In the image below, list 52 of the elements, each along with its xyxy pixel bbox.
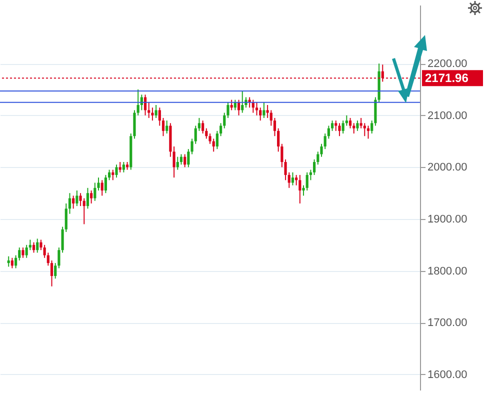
y-tick-label: 1700.00 (428, 317, 468, 330)
candlestick (230, 99, 233, 111)
candlestick (330, 120, 334, 132)
candlestick (212, 138, 215, 152)
y-tick-label: 2100.00 (428, 110, 468, 122)
candlestick (10, 257, 14, 269)
candlestick (118, 162, 122, 173)
candlestick (298, 174, 302, 204)
candlestick (202, 120, 204, 134)
ref-line-label: 2171.96 (425, 71, 469, 86)
candlestick (241, 90, 244, 114)
candlestick (112, 169, 114, 181)
candlestick (94, 182, 96, 202)
candlestick (180, 154, 183, 166)
y-tick-label: 2000.00 (428, 162, 468, 174)
candlestick (291, 172, 294, 186)
candlestick (154, 104, 158, 118)
candlestick (108, 169, 111, 181)
candlestick (72, 195, 75, 210)
candlestick (262, 102, 266, 118)
candlestick (166, 120, 168, 134)
candlestick (22, 247, 24, 258)
candlestick (184, 154, 186, 168)
candlestick (255, 102, 258, 116)
candlestick (115, 164, 118, 178)
y-tick-label: 1600.00 (428, 368, 468, 381)
candlestick (273, 117, 276, 137)
y-tick-label: 1800.00 (428, 265, 468, 278)
candlestick (122, 162, 125, 173)
candlestick (7, 256, 10, 268)
y-tick-label: 2200.00 (428, 58, 468, 70)
candlestick (50, 260, 54, 287)
candlestick (306, 172, 308, 192)
y-tick-label: 1900.00 (428, 214, 468, 226)
candlestick (90, 190, 93, 204)
candlestick (86, 187, 90, 210)
candlestick (334, 120, 338, 132)
candlestick (32, 242, 36, 254)
candlestick (36, 238, 39, 254)
candlestick (363, 122, 366, 137)
candlestick (104, 174, 107, 194)
candlestick (348, 117, 352, 129)
candlestick (82, 198, 86, 225)
candlestick (176, 156, 179, 170)
candlestick (338, 122, 341, 137)
candlestick (356, 120, 359, 132)
candlestick (366, 125, 370, 140)
candlestick (259, 107, 262, 122)
candlestick (151, 107, 154, 122)
candlestick (100, 180, 104, 196)
candlestick (76, 190, 78, 207)
candlestick (216, 130, 218, 150)
